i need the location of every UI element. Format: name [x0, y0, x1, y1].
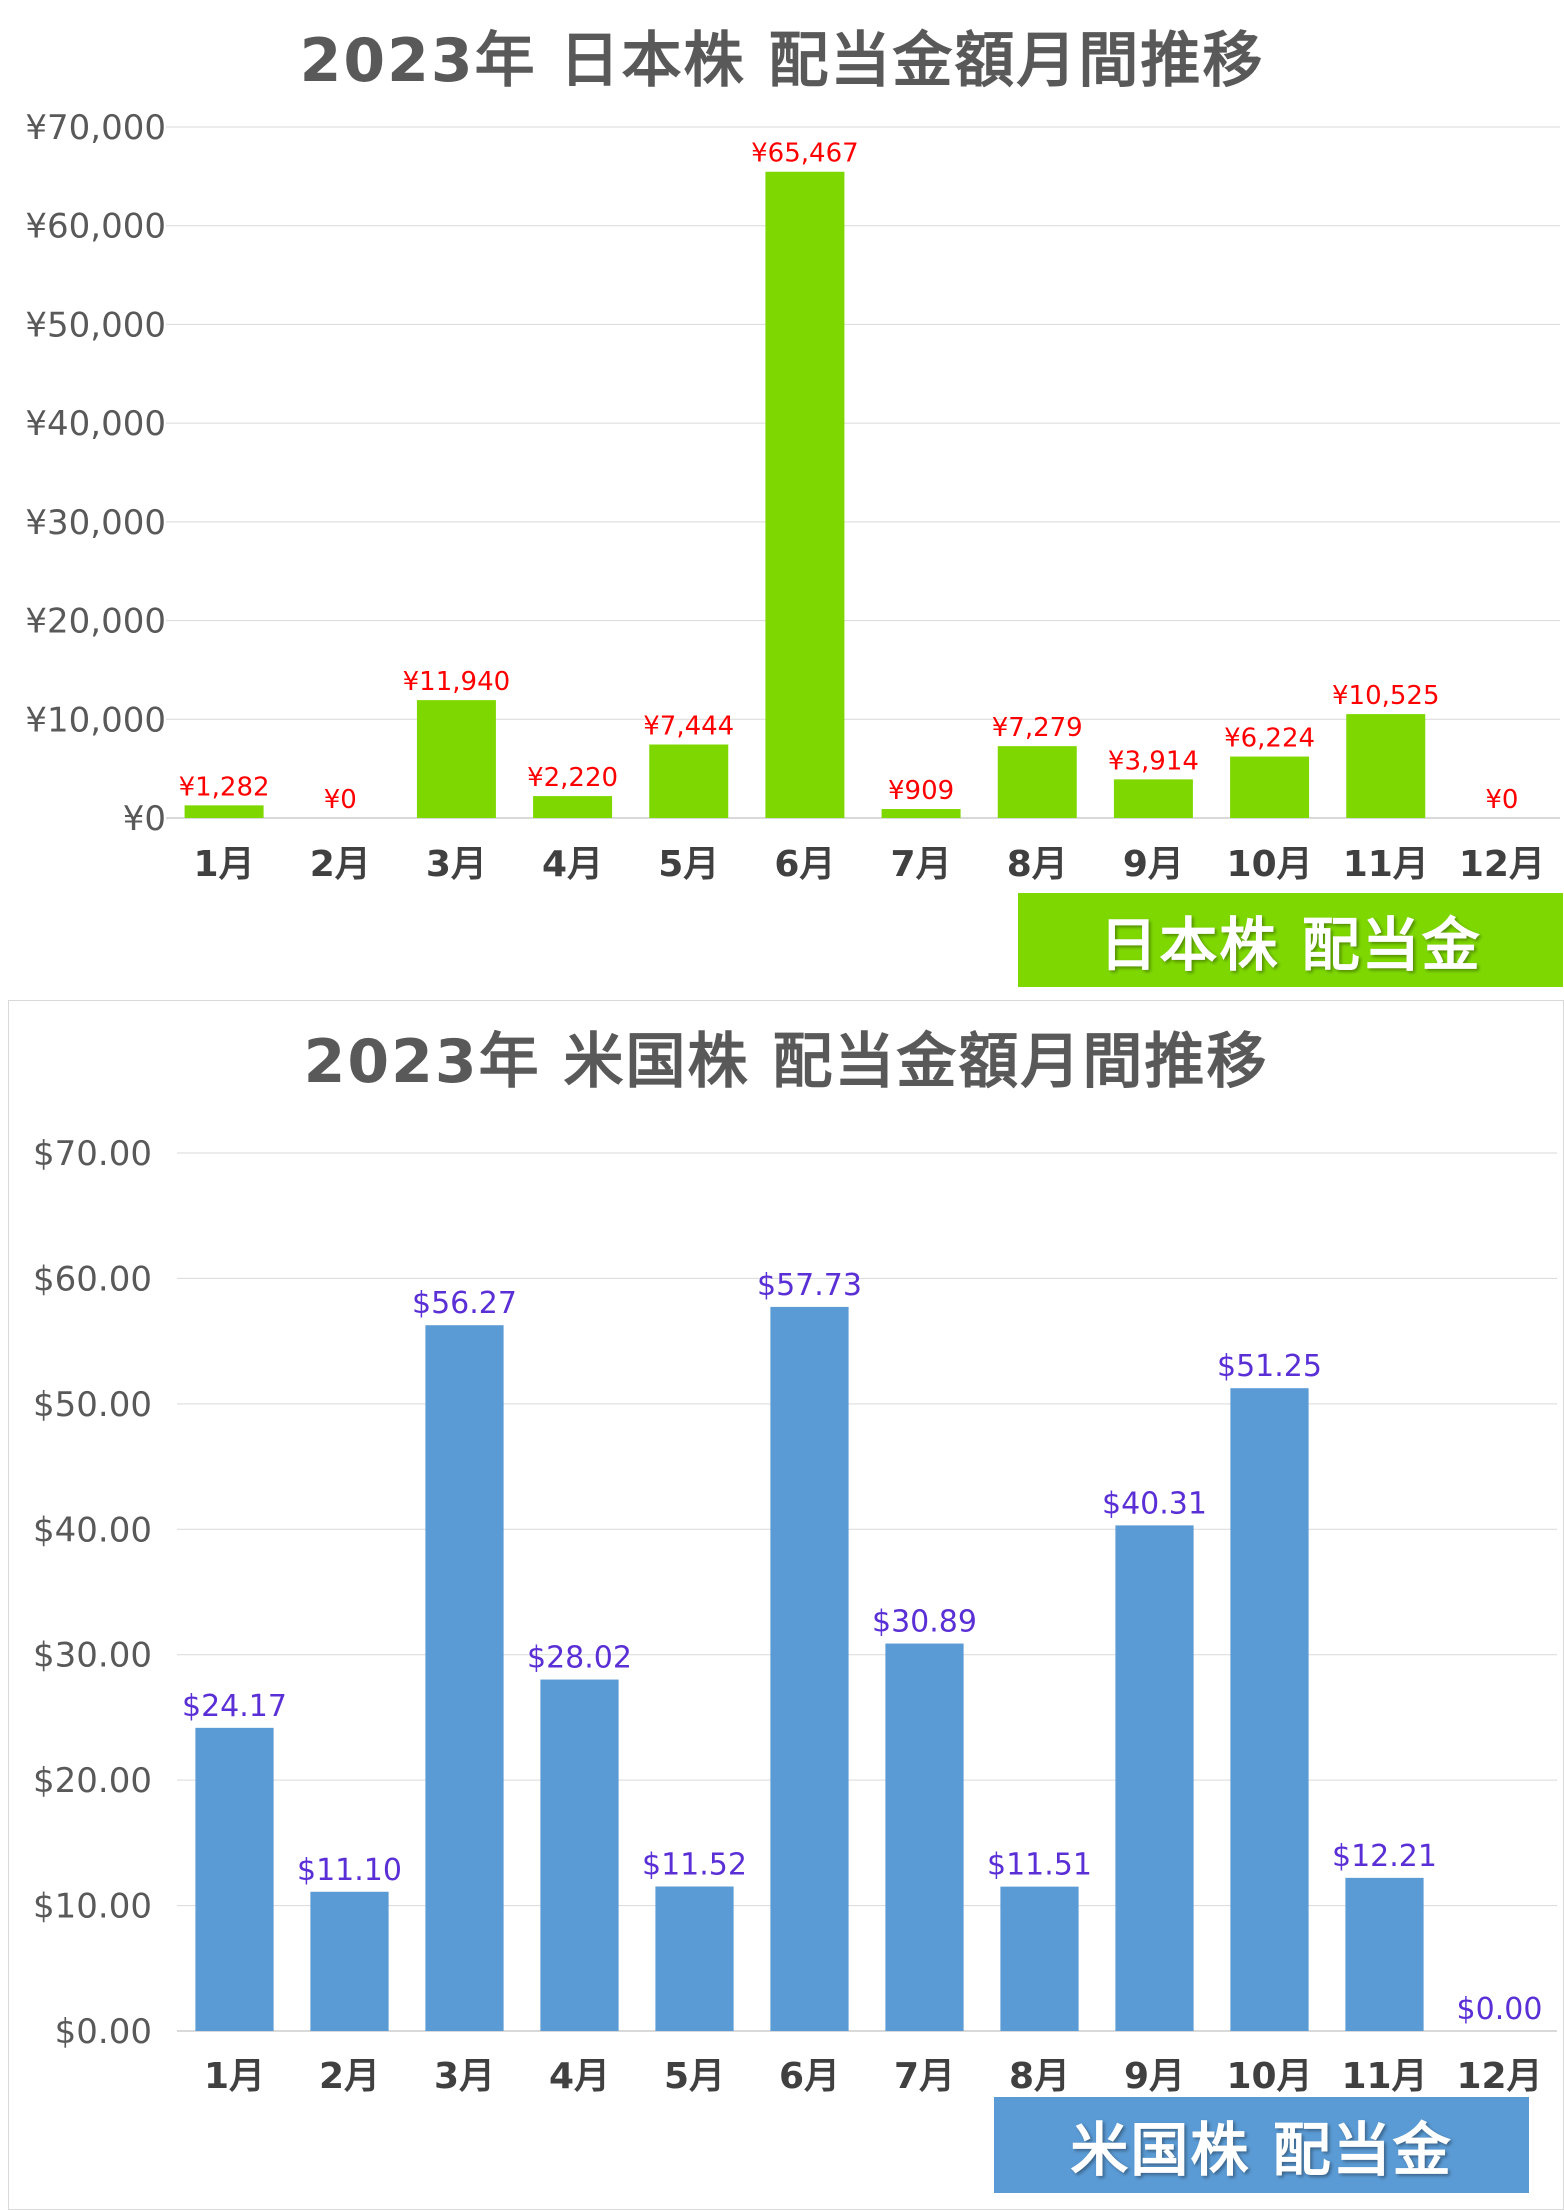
jp-legend-badge: 日本株 配当金: [1018, 893, 1563, 987]
us-data-label: $56.27: [412, 1286, 517, 1321]
jp-data-label: ¥0: [324, 785, 357, 815]
jp-data-label: ¥6,224: [1224, 724, 1315, 754]
us-legend-badge: 米国株 配当金: [994, 2097, 1529, 2193]
us-x-tick-label: 4月: [549, 2056, 610, 2097]
jp-data-label: ¥909: [888, 776, 954, 806]
jp-x-tick-label: 7月: [891, 844, 952, 885]
us-y-tick-label: $40.00: [33, 1510, 152, 1550]
jp-x-tick-label: 9月: [1123, 844, 1184, 885]
us-x-tick-label: 2月: [319, 2056, 380, 2097]
jp-x-tick-label: 11月: [1343, 844, 1429, 885]
us-bar: [195, 1727, 274, 2031]
jp-bar: [184, 805, 264, 818]
jp-bar: [1113, 779, 1193, 818]
jp-data-label: ¥2,220: [527, 763, 618, 793]
jp-x-tick-label: 5月: [658, 844, 719, 885]
us-dividend-chart-panel: 2023年 米国株 配当金額月間推移 $0.00 $10.00 $20.00 $30.…: [8, 1000, 1564, 2210]
jp-y-tick-label: ¥0: [123, 799, 166, 839]
us-y-tick-label: $20.00: [33, 1761, 152, 1801]
jp-dividend-chart-panel: 2023年 日本株 配当金額月間推移 ¥0 ¥10,000 ¥20,000 ¥30,0…: [0, 0, 1564, 990]
jp-bar: [1346, 714, 1426, 818]
jp-x-tick-label: 10月: [1227, 844, 1313, 885]
jp-bar: [649, 744, 729, 818]
jp-data-label: ¥0: [1485, 785, 1518, 815]
us-data-label: $11.52: [642, 1848, 747, 1883]
jp-data-label: ¥3,914: [1108, 746, 1199, 776]
us-bar: [1230, 1388, 1309, 2031]
jp-bar: [997, 746, 1077, 818]
us-data-label: $12.21: [1332, 1839, 1437, 1874]
jp-x-tick-label: 8月: [1007, 844, 1068, 885]
jp-data-label: ¥7,444: [643, 712, 734, 742]
jp-bar-chart: ¥0 ¥10,000 ¥20,000 ¥30,000 ¥40,000 ¥50,000 ¥60…: [25, 108, 1560, 885]
us-y-tick-label: $70.00: [33, 1134, 152, 1174]
us-bar: [655, 1886, 734, 2031]
us-bar: [310, 1891, 389, 2031]
us-y-tick-label: $50.00: [33, 1385, 152, 1425]
us-x-tick-label: 9月: [1124, 2056, 1185, 2097]
jp-data-label: ¥65,467: [751, 139, 859, 169]
jp-bar: [533, 796, 613, 818]
jp-chart-title: 2023年 日本株 配当金額月間推移: [299, 26, 1265, 96]
jp-y-tick-label: ¥60,000: [25, 207, 166, 247]
us-x-tick-label: 11月: [1341, 2056, 1427, 2097]
us-bar: [1000, 1886, 1079, 2031]
us-x-tick-label: 10月: [1226, 2056, 1312, 2097]
us-x-tick-label: 3月: [434, 2056, 495, 2097]
us-x-tick-label: 7月: [894, 2056, 955, 2097]
us-bar: [425, 1325, 504, 2031]
jp-x-tick-label: 12月: [1459, 844, 1545, 885]
jp-y-tick-label: ¥10,000: [25, 700, 166, 740]
us-bar: [1345, 1877, 1424, 2031]
us-data-label: $24.17: [182, 1689, 287, 1724]
us-data-label: $40.31: [1102, 1486, 1207, 1521]
us-bar: [540, 1679, 619, 2031]
us-x-tick-label: 1月: [204, 2056, 265, 2097]
jp-y-tick-label: ¥30,000: [25, 503, 166, 543]
jp-y-tick-label: ¥50,000: [25, 305, 166, 345]
us-y-tick-label: $0.00: [55, 2012, 152, 2052]
jp-y-tick-label: ¥40,000: [25, 404, 166, 444]
us-data-label: $30.89: [872, 1605, 977, 1640]
us-y-tick-label: $30.00: [33, 1636, 152, 1676]
us-data-label: $28.02: [527, 1641, 632, 1676]
jp-data-label: ¥7,279: [992, 713, 1083, 743]
jp-bar: [1230, 756, 1310, 818]
us-bar: [770, 1306, 849, 2031]
us-bar: [1115, 1525, 1194, 2031]
jp-y-tick-label: ¥70,000: [25, 108, 166, 148]
jp-data-label: ¥1,282: [179, 772, 270, 802]
us-x-tick-label: 12月: [1456, 2056, 1542, 2097]
jp-x-tick-label: 2月: [310, 844, 371, 885]
us-data-label: $0.00: [1457, 1992, 1543, 2027]
us-x-tick-label: 6月: [779, 2056, 840, 2097]
us-bar-chart: $0.00 $10.00 $20.00 $30.00 $40.00 $50.00 $60.0…: [33, 1134, 1557, 2097]
jp-data-label: ¥11,940: [403, 667, 511, 697]
jp-bar: [765, 171, 845, 818]
jp-x-tick-label: 1月: [194, 844, 255, 885]
jp-bar: [416, 700, 496, 818]
jp-x-tick-label: 4月: [542, 844, 603, 885]
us-chart-title: 2023年 米国株 配当金額月間推移: [303, 1027, 1269, 1097]
jp-x-tick-label: 6月: [774, 844, 835, 885]
us-data-label: $11.10: [297, 1853, 402, 1888]
us-data-label: $51.25: [1217, 1349, 1322, 1384]
us-y-tick-label: $60.00: [33, 1259, 152, 1299]
us-data-label: $57.73: [757, 1268, 862, 1303]
jp-x-tick-label: 3月: [426, 844, 487, 885]
jp-bar: [881, 809, 961, 818]
jp-data-label: ¥10,525: [1332, 681, 1440, 711]
us-y-tick-label: $10.00: [33, 1887, 152, 1927]
us-bar: [885, 1643, 964, 2031]
us-data-label: $11.51: [987, 1848, 1092, 1883]
us-x-tick-label: 5月: [664, 2056, 725, 2097]
us-x-tick-label: 8月: [1009, 2056, 1070, 2097]
jp-y-tick-label: ¥20,000: [25, 602, 166, 642]
